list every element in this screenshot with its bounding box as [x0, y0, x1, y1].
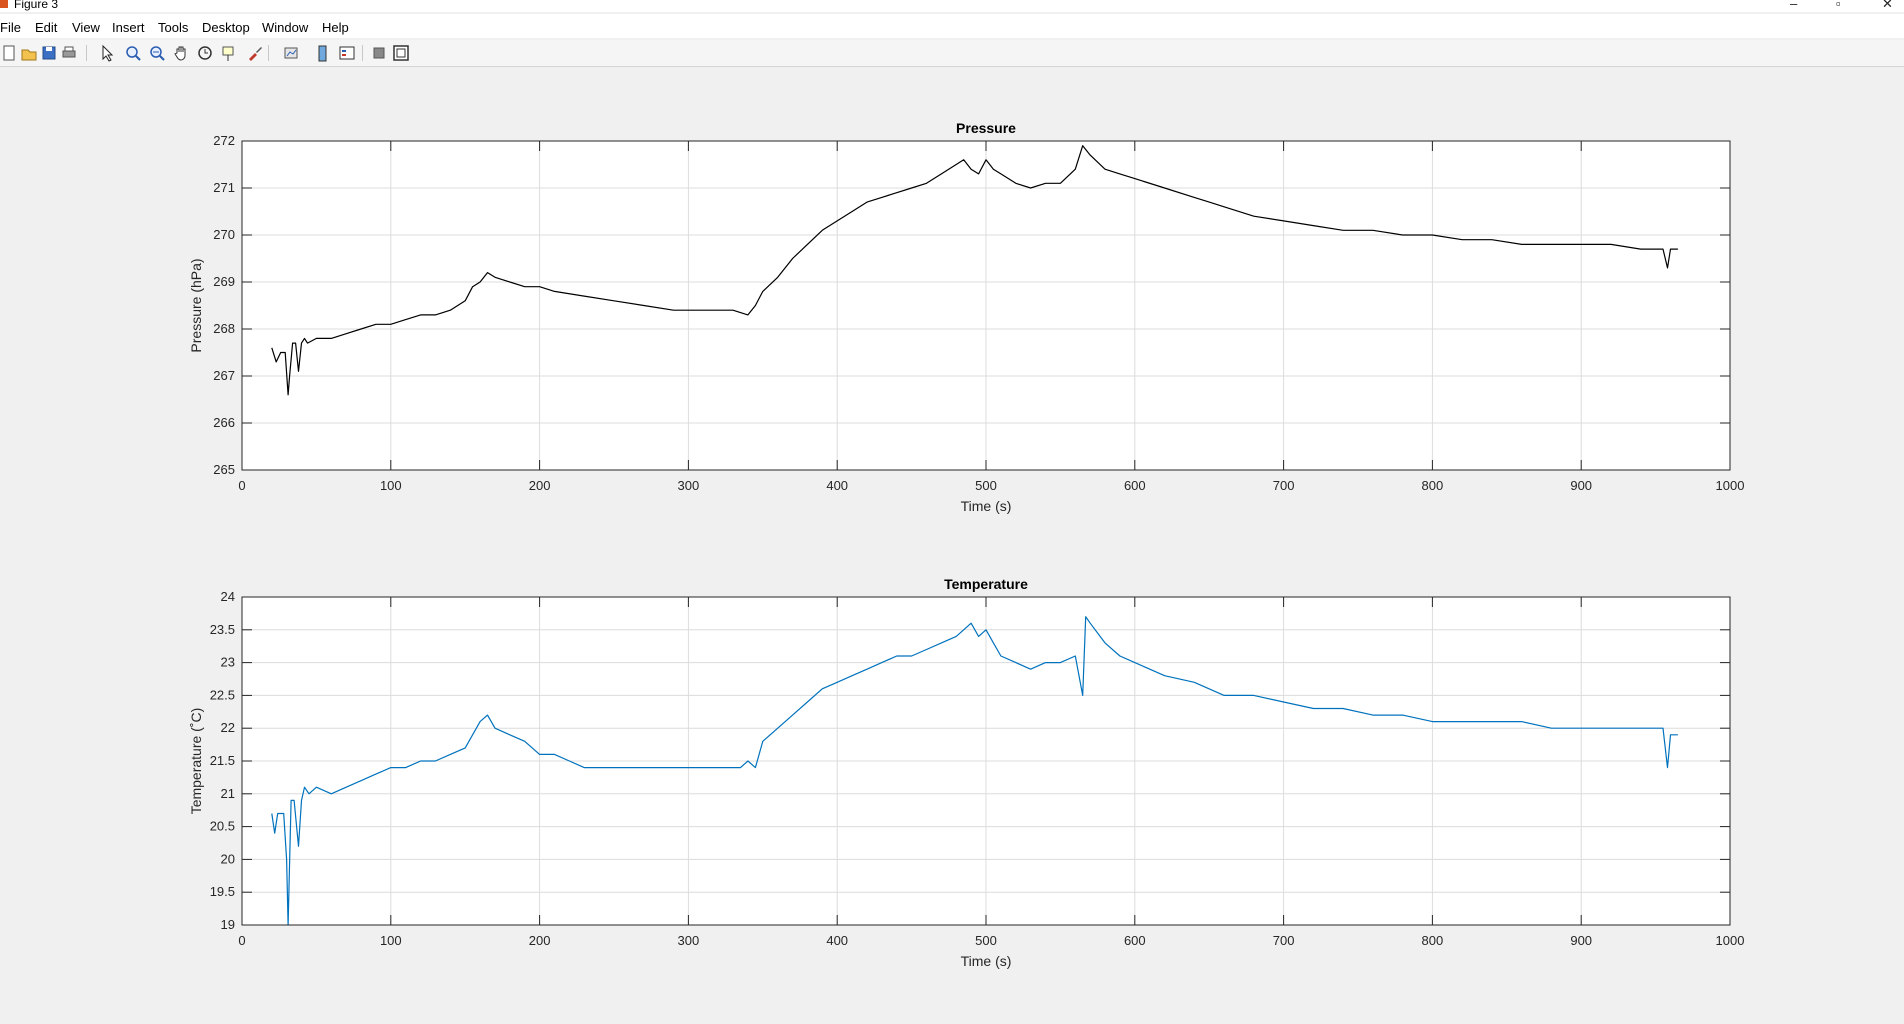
- window-title: Figure 3: [14, 0, 59, 11]
- temperature-x-axis-label: Time (s): [961, 953, 1012, 969]
- pressure-x-tick-label: 300: [678, 478, 700, 493]
- temperature-y-tick-label: 21.5: [210, 753, 235, 768]
- temperature-axes: 0 100 200 300 400 500 600 700 800 900 1000 19 19.5 20…: [188, 576, 1744, 969]
- menu-tools[interactable]: Tools: [158, 20, 189, 35]
- temperature-y-tick-label: 23.5: [210, 622, 235, 637]
- pointer-icon[interactable]: [98, 44, 116, 62]
- menu-view[interactable]: View: [72, 20, 100, 35]
- zoom-out-icon[interactable]: [148, 44, 166, 62]
- toolbar-separator: [268, 45, 269, 61]
- temperature-y-tick-label: 19.5: [210, 884, 235, 899]
- temperature-y-tick-label: 23: [221, 655, 235, 670]
- temperature-chart-title: Temperature: [944, 576, 1028, 592]
- temperature-y-tick-label: 20: [221, 851, 235, 866]
- rotate-3d-icon[interactable]: [196, 44, 214, 62]
- toolbar-separator: [86, 45, 87, 61]
- pressure-x-tick-label: 200: [529, 478, 551, 493]
- pressure-y-tick-label: 267: [213, 368, 235, 383]
- link-plot-icon[interactable]: [282, 44, 300, 62]
- minimize-icon[interactable]: –: [1790, 0, 1798, 11]
- pressure-x-tick-label: 700: [1273, 478, 1295, 493]
- pressure-y-tick-label: 268: [213, 321, 235, 336]
- temperature-y-tick-label: 22.5: [210, 687, 235, 702]
- print-icon[interactable]: [60, 44, 78, 62]
- figure-toolbar: [0, 40, 1904, 67]
- pressure-axes: 0 100 200 300 400 500 600 700 800 900 1000 265 266 26…: [188, 120, 1744, 514]
- menu-insert[interactable]: Insert: [112, 20, 145, 35]
- pressure-y-axis-label: Pressure (hPa): [188, 258, 204, 352]
- new-figure-icon[interactable]: [0, 44, 18, 62]
- pressure-x-tick-label: 800: [1422, 478, 1444, 493]
- pressure-chart-title: Pressure: [956, 120, 1016, 136]
- menu-bar: File Edit View Insert Tools Desktop Wind…: [0, 14, 1904, 38]
- temperature-x-tick-label: 100: [380, 933, 402, 948]
- menu-desktop[interactable]: Desktop: [202, 20, 250, 35]
- pressure-series-line: [271, 145, 1678, 396]
- matlab-icon: [0, 0, 8, 8]
- data-cursor-icon[interactable]: [220, 44, 238, 62]
- restore-icon[interactable]: ▫: [1836, 0, 1841, 11]
- menu-edit[interactable]: Edit: [35, 20, 58, 35]
- pressure-axes-box: [241, 140, 1731, 471]
- close-icon[interactable]: ✕: [1882, 0, 1893, 11]
- temperature-y-axis-label: Temperature (˚C): [188, 708, 204, 815]
- legend-icon[interactable]: [338, 44, 356, 62]
- menu-window[interactable]: Window: [262, 20, 309, 35]
- temperature-x-tick-label: 400: [826, 933, 848, 948]
- pressure-y-tick-label: 270: [213, 227, 235, 242]
- show-plot-tools-icon[interactable]: [392, 44, 410, 62]
- pressure-y-tick-label: 265: [213, 462, 235, 477]
- temperature-x-tick-label: 600: [1124, 933, 1146, 948]
- temperature-x-tick-label: 500: [975, 933, 997, 948]
- temperature-y-tick-label: 20.5: [210, 819, 235, 834]
- brush-icon[interactable]: [246, 44, 264, 62]
- pressure-x-tick-label: 900: [1570, 478, 1592, 493]
- pressure-x-tick-label: 100: [380, 478, 402, 493]
- temperature-x-tick-label: 0: [238, 933, 245, 948]
- temperature-x-tick-label: 300: [678, 933, 700, 948]
- pressure-x-tick-label: 1000: [1716, 478, 1745, 493]
- pressure-x-axis-label: Time (s): [961, 498, 1012, 514]
- menu-help[interactable]: Help: [322, 20, 349, 35]
- figure-canvas: 0 100 200 300 400 500 600 700 800 900 100026526626…: [188, 120, 1744, 969]
- temperature-y-tick-label: 24: [221, 589, 235, 604]
- toolbar-separator: [362, 45, 363, 61]
- open-file-icon[interactable]: [20, 44, 38, 62]
- temperature-axes-box: [241, 596, 1731, 926]
- temperature-x-tick-label: 800: [1422, 933, 1444, 948]
- temperature-x-tick-label: 700: [1273, 933, 1295, 948]
- pressure-x-tick-label: 500: [975, 478, 997, 493]
- temperature-x-tick-label: 1000: [1716, 933, 1745, 948]
- pressure-y-tick-label: 271: [213, 180, 235, 195]
- temperature-x-tick-label: 900: [1570, 933, 1592, 948]
- temperature-y-tick-label: 21: [221, 786, 235, 801]
- save-icon[interactable]: [40, 44, 58, 62]
- title-bar: Figure 3 – ▫ ✕: [0, 0, 1904, 12]
- pressure-x-tick-label: 600: [1124, 478, 1146, 493]
- pressure-y-tick-label: 269: [213, 274, 235, 289]
- temperature-y-tick-label: 22: [221, 720, 235, 735]
- pressure-x-tick-label: 400: [826, 478, 848, 493]
- pressure-y-tick-label: 266: [213, 415, 235, 430]
- temperature-series-line: [271, 616, 1678, 926]
- temperature-y-tick-label: 19: [221, 917, 235, 932]
- menu-file[interactable]: File: [0, 20, 21, 35]
- pan-icon[interactable]: [172, 44, 190, 62]
- colorbar-icon[interactable]: [314, 44, 332, 62]
- pressure-x-tick-label: 0: [238, 478, 245, 493]
- pressure-y-tick-label: 272: [213, 133, 235, 148]
- hide-plot-tools-icon[interactable]: [370, 44, 388, 62]
- temperature-x-tick-label: 200: [529, 933, 551, 948]
- zoom-in-icon[interactable]: [124, 44, 142, 62]
